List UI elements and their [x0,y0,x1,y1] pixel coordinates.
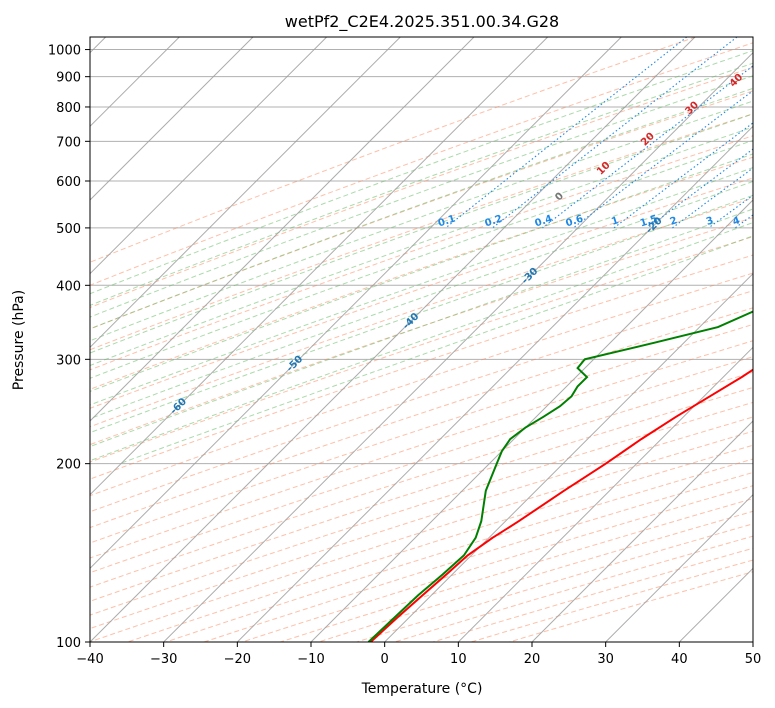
temperature-profile-line [370,368,753,642]
mixing-ratio-label: 0.2 [484,214,504,230]
isotherm-line [90,37,696,642]
mixing-ratio-line [613,122,753,229]
dry-adiabat-line [318,510,753,642]
profiles [367,310,753,642]
isotherm-line [531,420,753,642]
dry-adiabat-line [90,340,753,559]
dry-adiabat-line [90,430,753,642]
dry-adiabat-line [90,90,753,330]
mixing-ratio-label: 1 [610,215,620,228]
y-tick-label: 900 [56,71,81,86]
y-tick-label: 500 [56,222,81,237]
dry-adiabat-line [90,113,753,351]
dry-adiabat-line [165,458,753,642]
moist-adiabat-line [90,167,753,406]
dry-adiabat-line [90,416,753,630]
mixing-ratio-label: 2 [669,215,679,228]
isotherm-line [90,37,475,422]
mixing-ratio-label: 4 [731,215,741,228]
mixing-ratio-label: 0.4 [534,214,554,230]
dry-adiabat-line [90,135,753,371]
dry-adiabat-line [90,323,753,544]
x-axis-ticks: −40 −30 −20 −10 0 10 20 30 40 50 [76,642,761,667]
chart-title: wetPf2_C2E4.2025.351.00.34.G28 [285,12,559,32]
mixing-ratio-label: 3 [705,215,715,228]
moist-adiabat-line [90,180,753,420]
dry-adiabat-line [90,236,753,463]
isotherm-line [90,37,328,275]
dry-adiabat-line [90,66,753,309]
isotherm-label: -10 [771,163,775,184]
mixing-ratio-label: 6 [770,215,775,228]
x-axis-title: Temperature (°C) [361,681,483,697]
x-tick-label: 30 [597,652,614,667]
dry-adiabat-line [90,37,696,263]
mixing-ratio-label: 1.5 [639,214,659,230]
x-tick-label: −30 [150,652,177,667]
dry-adiabat-line [90,307,753,529]
moist-adiabat-line [90,75,753,318]
background-lines [90,37,753,642]
x-tick-label: 40 [671,652,688,667]
mixing-ratio-label: 0.6 [564,214,584,230]
x-tick-label: −10 [297,652,324,667]
dry-adiabat-line [90,272,753,497]
isotherm-line [163,51,753,642]
y-tick-label: 100 [56,636,81,651]
dewpoint-profile-line [367,310,753,642]
x-tick-label: −20 [224,652,251,667]
moist-adiabat-line [90,50,753,295]
x-tick-label: 10 [450,652,467,667]
y-tick-label: 800 [56,101,81,116]
moist-adiabat-line [90,208,753,448]
moist-adiabat-line [90,153,753,392]
isotherm-label: -70 [52,439,73,460]
x-tick-label: 50 [745,652,762,667]
dry-adiabat-line [127,444,753,642]
isotherm-line [90,37,549,496]
dry-adiabat-line [90,42,753,286]
mixing-ratio-line [445,37,688,229]
moist-adiabat-line [90,113,753,354]
dry-adiabat-line [90,197,753,428]
y-axis-title: Pressure (hPa) [11,290,27,390]
isotherm-line [752,641,753,642]
mixing-ratio-label: 0.1 [437,214,457,230]
moist-adiabat-line [90,126,753,367]
x-tick-label: 0 [381,652,389,667]
isotherm-line [90,37,401,349]
mixing-ratio-line [542,65,753,229]
dry-adiabat-line [90,156,753,390]
y-tick-label: 600 [56,175,81,190]
x-tick-label: −40 [76,652,103,667]
y-tick-label: 300 [56,353,81,368]
dry-adiabat-line [90,401,753,616]
mixing-ratio-line [672,167,753,229]
isotherm-line [236,125,753,642]
y-axis-ticks: 100 200 300 400 500 600 700 800 900 1000 [48,44,90,651]
moist-adiabat-line [90,62,753,306]
isotherm-line [384,272,753,642]
isotherm-line [457,346,753,642]
plot-frame [89,36,754,643]
plot-background [90,37,753,642]
moist-adiabat-line [90,87,753,330]
isotherm-line [90,37,622,570]
y-tick-label: 1000 [48,44,81,59]
moist-adiabat-line [90,222,753,462]
isotherm-line [90,37,254,201]
dry-adiabat-line [394,535,753,642]
y-tick-label: 400 [56,279,81,294]
dry-adiabat-line [356,523,753,642]
y-tick-label: 700 [56,135,81,150]
isotherm-line [310,199,753,642]
x-tick-label: 20 [524,652,541,667]
moist-adiabat-line [90,100,753,342]
y-tick-label: 200 [56,458,81,473]
isotherm-line [605,493,753,642]
